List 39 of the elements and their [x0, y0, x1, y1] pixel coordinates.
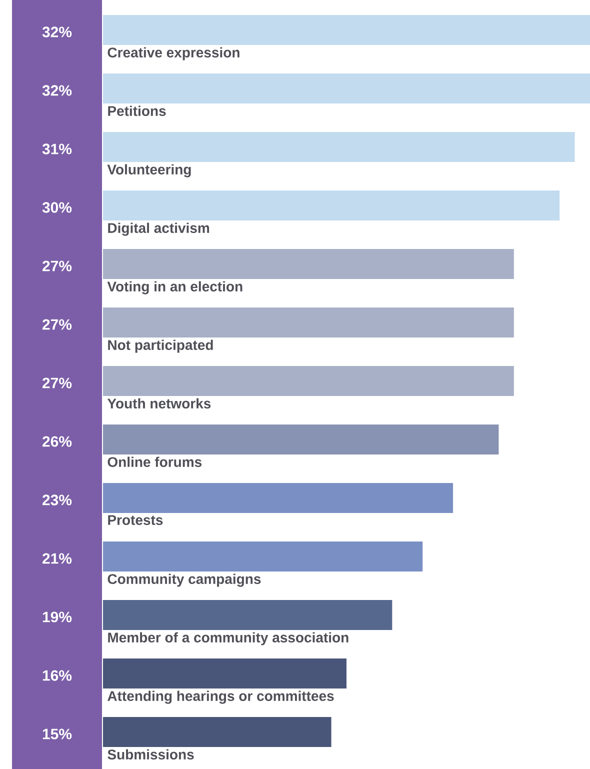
data-label: 26% — [42, 436, 72, 447]
y-tick-label: Youth networks — [107, 398, 211, 408]
bar — [103, 542, 423, 572]
bar — [103, 308, 514, 338]
y-tick-label: Creative expression — [108, 47, 240, 60]
bar — [103, 600, 392, 630]
bar — [103, 249, 514, 280]
y-tick-label: Protests — [108, 515, 163, 525]
y-tick-label: Volunteering — [107, 164, 191, 178]
y-tick-label: Online forums — [108, 456, 202, 467]
bar — [103, 74, 590, 104]
bar — [103, 190, 560, 221]
data-label: 32% — [42, 85, 72, 96]
bar — [103, 132, 575, 162]
data-label: 30% — [42, 202, 72, 213]
data-label: 16% — [42, 670, 72, 681]
y-tick-label: Digital activism — [108, 222, 210, 236]
bar — [103, 658, 346, 689]
data-label: 27% — [42, 260, 72, 272]
bar — [103, 717, 332, 748]
y-tick-label: Community campaigns — [108, 574, 261, 587]
y-tick-label: Attending hearings or committees — [108, 690, 334, 704]
data-label: 32% — [42, 26, 72, 38]
bar — [103, 424, 499, 455]
y-tick-label: Submissions — [108, 749, 194, 760]
bar — [103, 366, 514, 396]
data-label: 21% — [42, 553, 72, 564]
data-label: 15% — [42, 728, 72, 740]
data-label: 27% — [42, 319, 72, 330]
y-tick-label: Voting in an election — [107, 281, 242, 294]
y-tick-label: Petitions — [108, 106, 166, 116]
data-label: 23% — [42, 494, 72, 506]
y-tick-label: Member of a community association — [108, 632, 348, 646]
bar — [103, 483, 454, 514]
data-label: 27% — [42, 378, 72, 388]
y-tick-label: Not participated — [108, 340, 213, 353]
data-label: 19% — [42, 612, 72, 622]
data-label: 31% — [42, 144, 72, 154]
bar — [103, 15, 590, 46]
